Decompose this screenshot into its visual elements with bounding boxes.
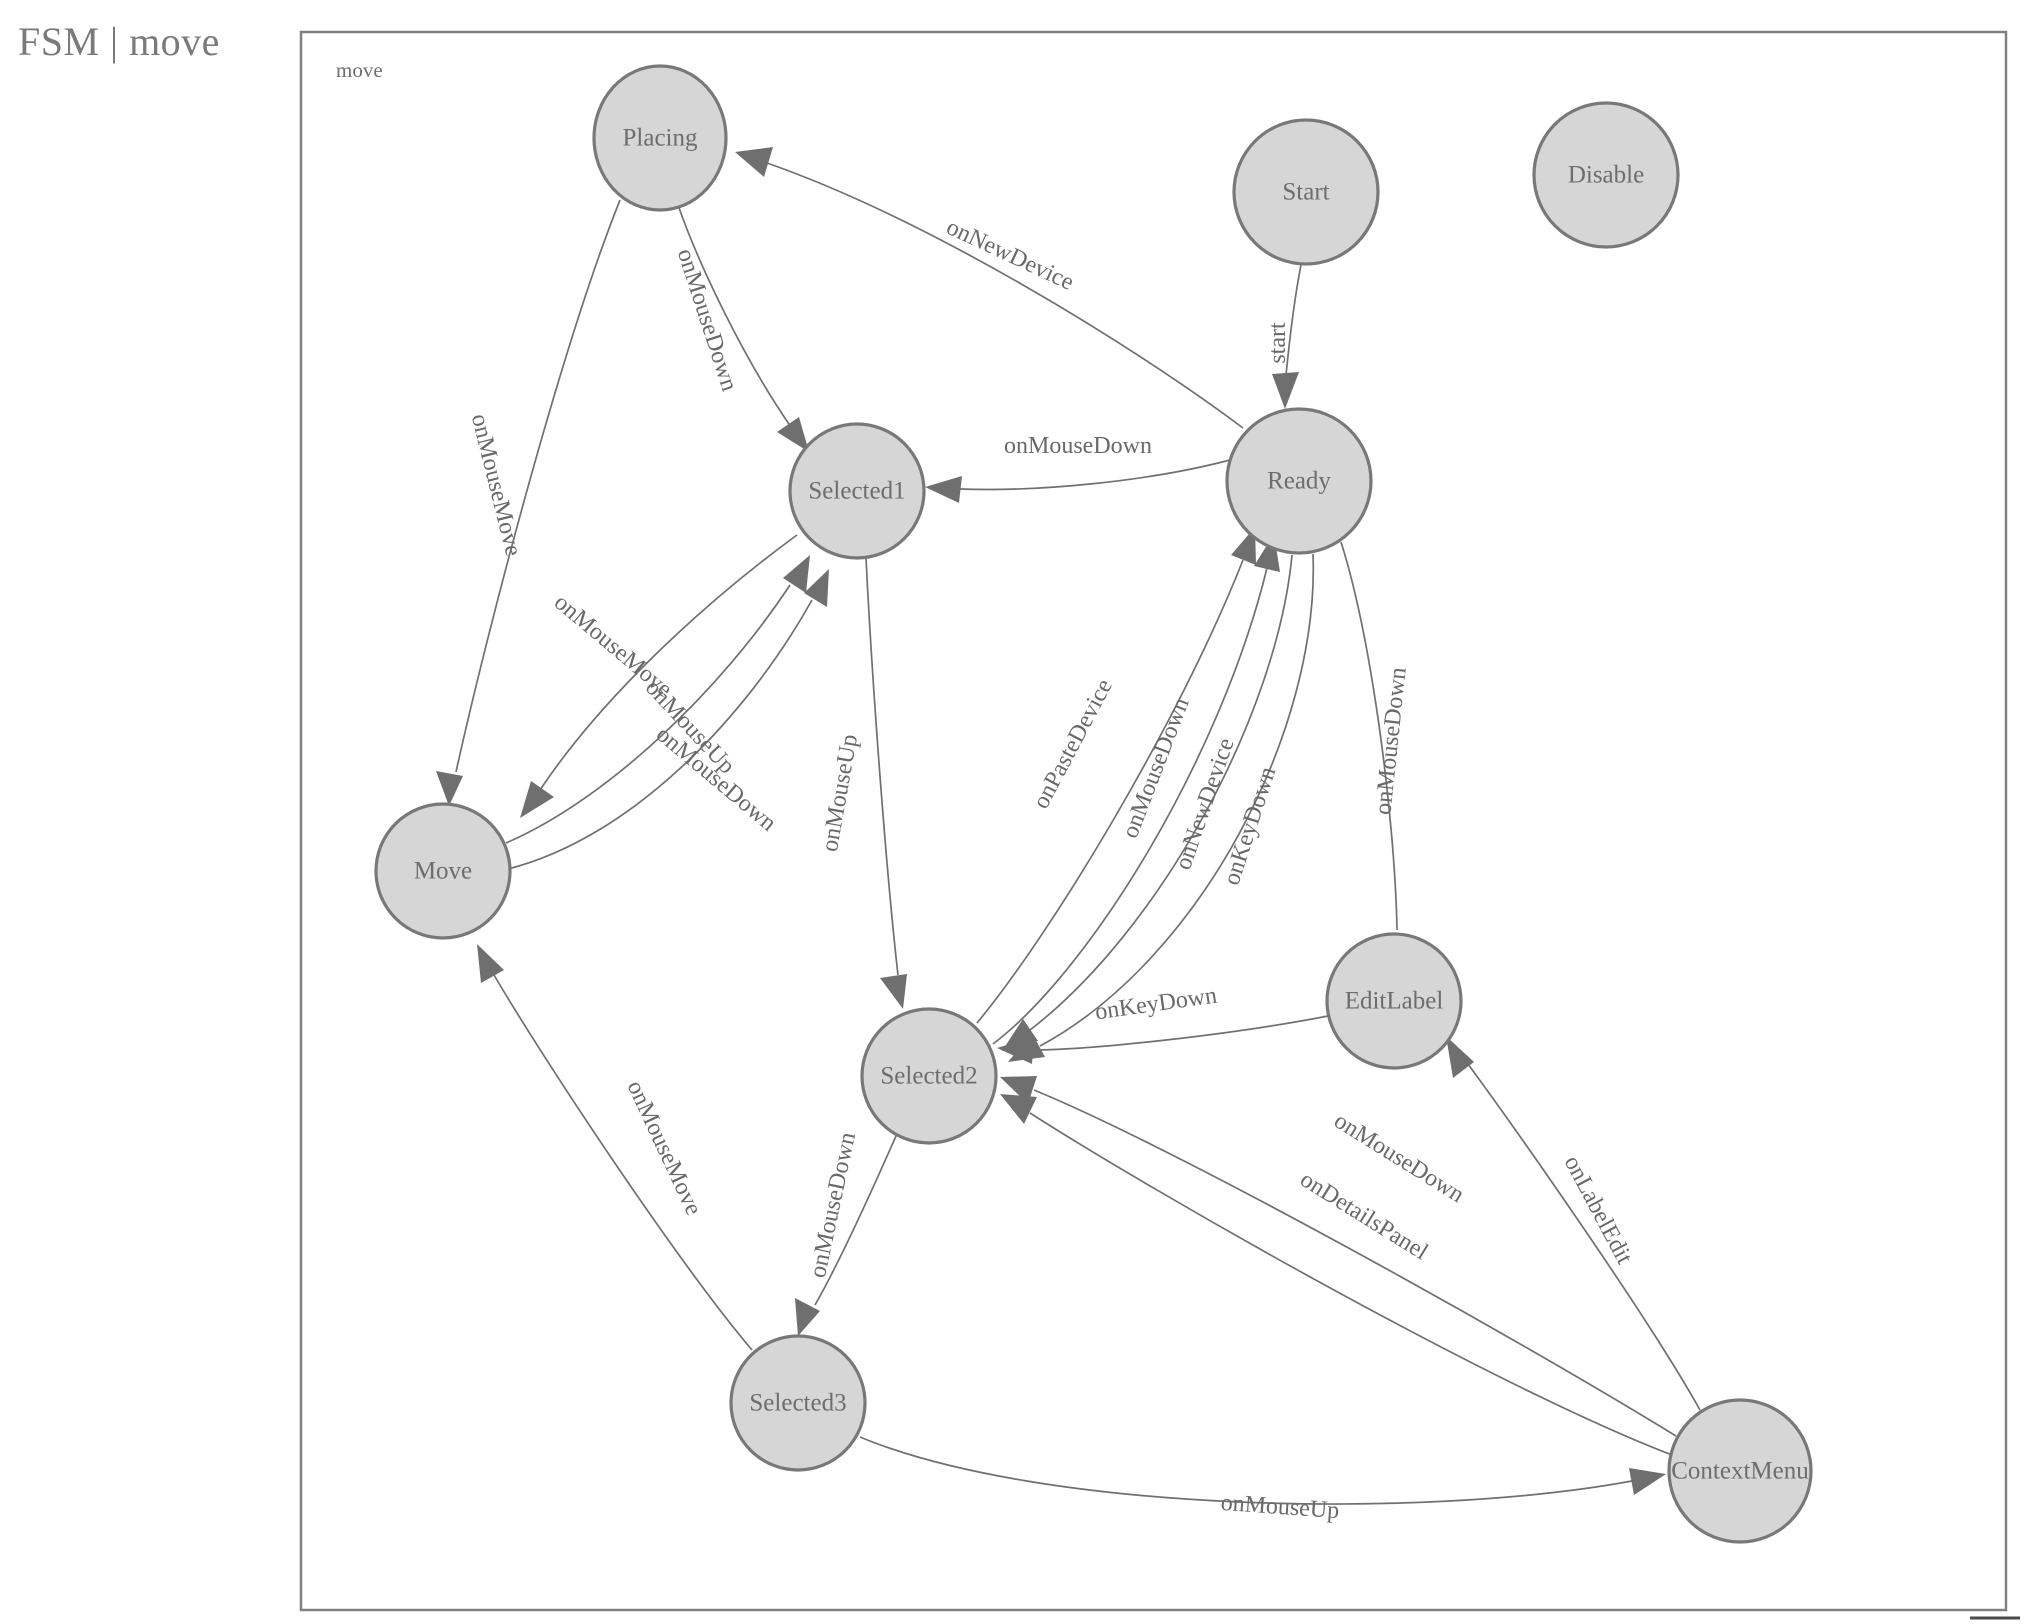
edge-start-ready[interactable]: start bbox=[1265, 264, 1302, 409]
state-node-label: Selected3 bbox=[749, 1390, 846, 1417]
state-node-selected3[interactable]: Selected3 bbox=[729, 1334, 867, 1472]
cluster-box-move bbox=[299, 30, 2008, 1612]
edge-selected3-contextmenu[interactable]: onMouseUp bbox=[859, 1436, 1666, 1524]
state-node-label: Placing bbox=[623, 125, 698, 152]
nodes-layer: Placing Start Disable Selected1 Ready Mo… bbox=[374, 64, 1813, 1544]
edge-label: onMouseMove bbox=[466, 411, 526, 558]
arrowhead bbox=[804, 569, 829, 607]
arrowhead bbox=[925, 476, 962, 503]
edge-contextmenu-selected2-details[interactable]: onDetailsPanel bbox=[1000, 1094, 1673, 1456]
state-node-contextmenu[interactable]: ContextMenu bbox=[1667, 1398, 1813, 1544]
edge-label: onMouseUp bbox=[1220, 1490, 1340, 1524]
state-node-placing[interactable]: Placing bbox=[592, 64, 728, 212]
edge-contextmenu-editlabel[interactable]: onLabelEdit bbox=[1446, 1036, 1701, 1411]
edge-contextmenu-selected2-down[interactable]: onMouseDown bbox=[1000, 1076, 1677, 1437]
state-node-label: Start bbox=[1282, 179, 1329, 206]
arrowhead bbox=[477, 944, 504, 983]
edge-ready-selected1[interactable]: onMouseDown bbox=[925, 433, 1231, 503]
arrowhead bbox=[1000, 1094, 1037, 1124]
state-node-label: Selected2 bbox=[880, 1063, 977, 1090]
state-node-editlabel[interactable]: EditLabel bbox=[1325, 932, 1463, 1070]
edge-move-selected1-up[interactable]: onMouseUp bbox=[505, 555, 810, 844]
edge-placing-move[interactable]: onMouseMove bbox=[436, 199, 621, 806]
state-node-start[interactable]: Start bbox=[1232, 118, 1380, 266]
arrowhead bbox=[1272, 372, 1299, 409]
edges-layer: start onNewDevice onMouseDown onMouseDow… bbox=[436, 147, 1701, 1524]
edge-label: onMouseDown bbox=[1370, 666, 1411, 816]
state-node-disable[interactable]: Disable bbox=[1532, 101, 1680, 249]
edge-label: onKeyDown bbox=[1093, 983, 1218, 1026]
edge-label: onMouseUp bbox=[817, 732, 863, 853]
state-node-label: Move bbox=[414, 858, 472, 885]
edge-label: onMouseMove bbox=[622, 1077, 707, 1220]
edge-editlabel-selected2[interactable]: onKeyDown bbox=[997, 983, 1329, 1064]
arrowhead bbox=[436, 771, 463, 806]
arrowhead bbox=[880, 974, 907, 1009]
edge-label: onMouseDown bbox=[672, 246, 742, 395]
state-node-move[interactable]: Move bbox=[374, 802, 512, 940]
edge-label: onNewDevice bbox=[942, 214, 1077, 296]
arrowhead bbox=[795, 1298, 820, 1336]
arrowhead bbox=[783, 555, 810, 593]
state-node-label: Selected1 bbox=[808, 478, 905, 505]
cluster-label: move bbox=[336, 58, 383, 82]
arrowhead bbox=[997, 1037, 1034, 1064]
state-node-selected2[interactable]: Selected2 bbox=[860, 1007, 998, 1145]
arrowhead bbox=[1629, 1468, 1666, 1495]
edge-ready-editlabel[interactable]: onMouseDown bbox=[1340, 541, 1412, 934]
edge-label: onKeyDown bbox=[1219, 764, 1282, 889]
edge-label: start bbox=[1265, 322, 1291, 364]
arrowhead bbox=[520, 781, 554, 818]
edge-label: onPasteDevice bbox=[1028, 675, 1118, 813]
edge-selected3-move[interactable]: onMouseMove bbox=[477, 944, 753, 1351]
edge-label: onMouseDown bbox=[1004, 433, 1152, 459]
state-node-label: Ready bbox=[1267, 468, 1331, 495]
state-node-label: Disable bbox=[1568, 162, 1644, 189]
edge-selected2-selected3[interactable]: onMouseDown bbox=[795, 1130, 897, 1336]
edge-label: onMouseDown bbox=[805, 1130, 861, 1280]
arrowhead bbox=[1231, 527, 1256, 565]
arrowhead bbox=[777, 417, 809, 452]
state-node-label: ContextMenu bbox=[1671, 1458, 1809, 1485]
state-node-label: EditLabel bbox=[1345, 988, 1444, 1015]
edge-ready-placing[interactable]: onNewDevice bbox=[735, 147, 1244, 429]
edge-label: onMouseDown bbox=[1117, 694, 1194, 841]
edge-selected1-selected2[interactable]: onMouseUp bbox=[817, 557, 907, 1009]
state-node-ready[interactable]: Ready bbox=[1225, 407, 1373, 555]
arrowhead bbox=[735, 147, 773, 177]
state-node-selected1[interactable]: Selected1 bbox=[788, 422, 926, 560]
arrowhead bbox=[1446, 1036, 1474, 1078]
edge-placing-selected1[interactable]: onMouseDown bbox=[672, 204, 809, 452]
page-title: FSM | move bbox=[18, 19, 220, 64]
